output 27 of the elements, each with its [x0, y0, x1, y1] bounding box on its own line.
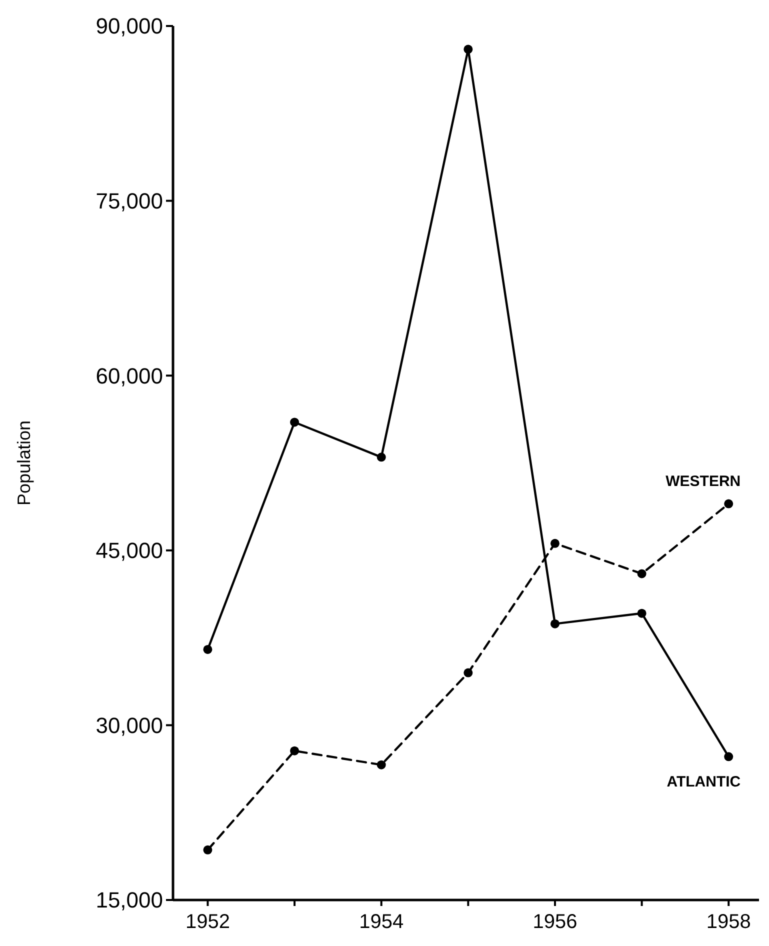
x-tick-label: 1954: [359, 911, 404, 933]
y-tick-label: 15,000: [96, 888, 163, 913]
y-tick-label: 75,000: [96, 188, 163, 214]
x-tick-label: 1956: [532, 911, 578, 933]
point: [464, 44, 473, 54]
point: [376, 452, 386, 462]
x-tick-label: 1958: [706, 911, 751, 933]
y-tick-label: 30,000: [96, 712, 163, 738]
y-tick-label: 60,000: [96, 363, 163, 388]
point: [550, 538, 560, 548]
point: [550, 619, 560, 628]
point: [637, 569, 646, 578]
x-tick-label: 1952: [185, 911, 230, 933]
series-label: WESTERN: [666, 472, 741, 490]
point: [376, 760, 386, 770]
series-label: ATLANTIC: [666, 774, 741, 791]
point: [724, 752, 734, 762]
point: [637, 608, 646, 618]
point: [290, 418, 300, 427]
y-tick-label: 45,000: [96, 538, 163, 564]
point: [464, 668, 473, 678]
y-axis-title: Population: [14, 420, 34, 506]
y-tick-label: 90,000: [96, 14, 163, 39]
point: [724, 499, 734, 508]
point: [203, 644, 212, 654]
point: [290, 746, 300, 756]
point: [203, 845, 212, 854]
